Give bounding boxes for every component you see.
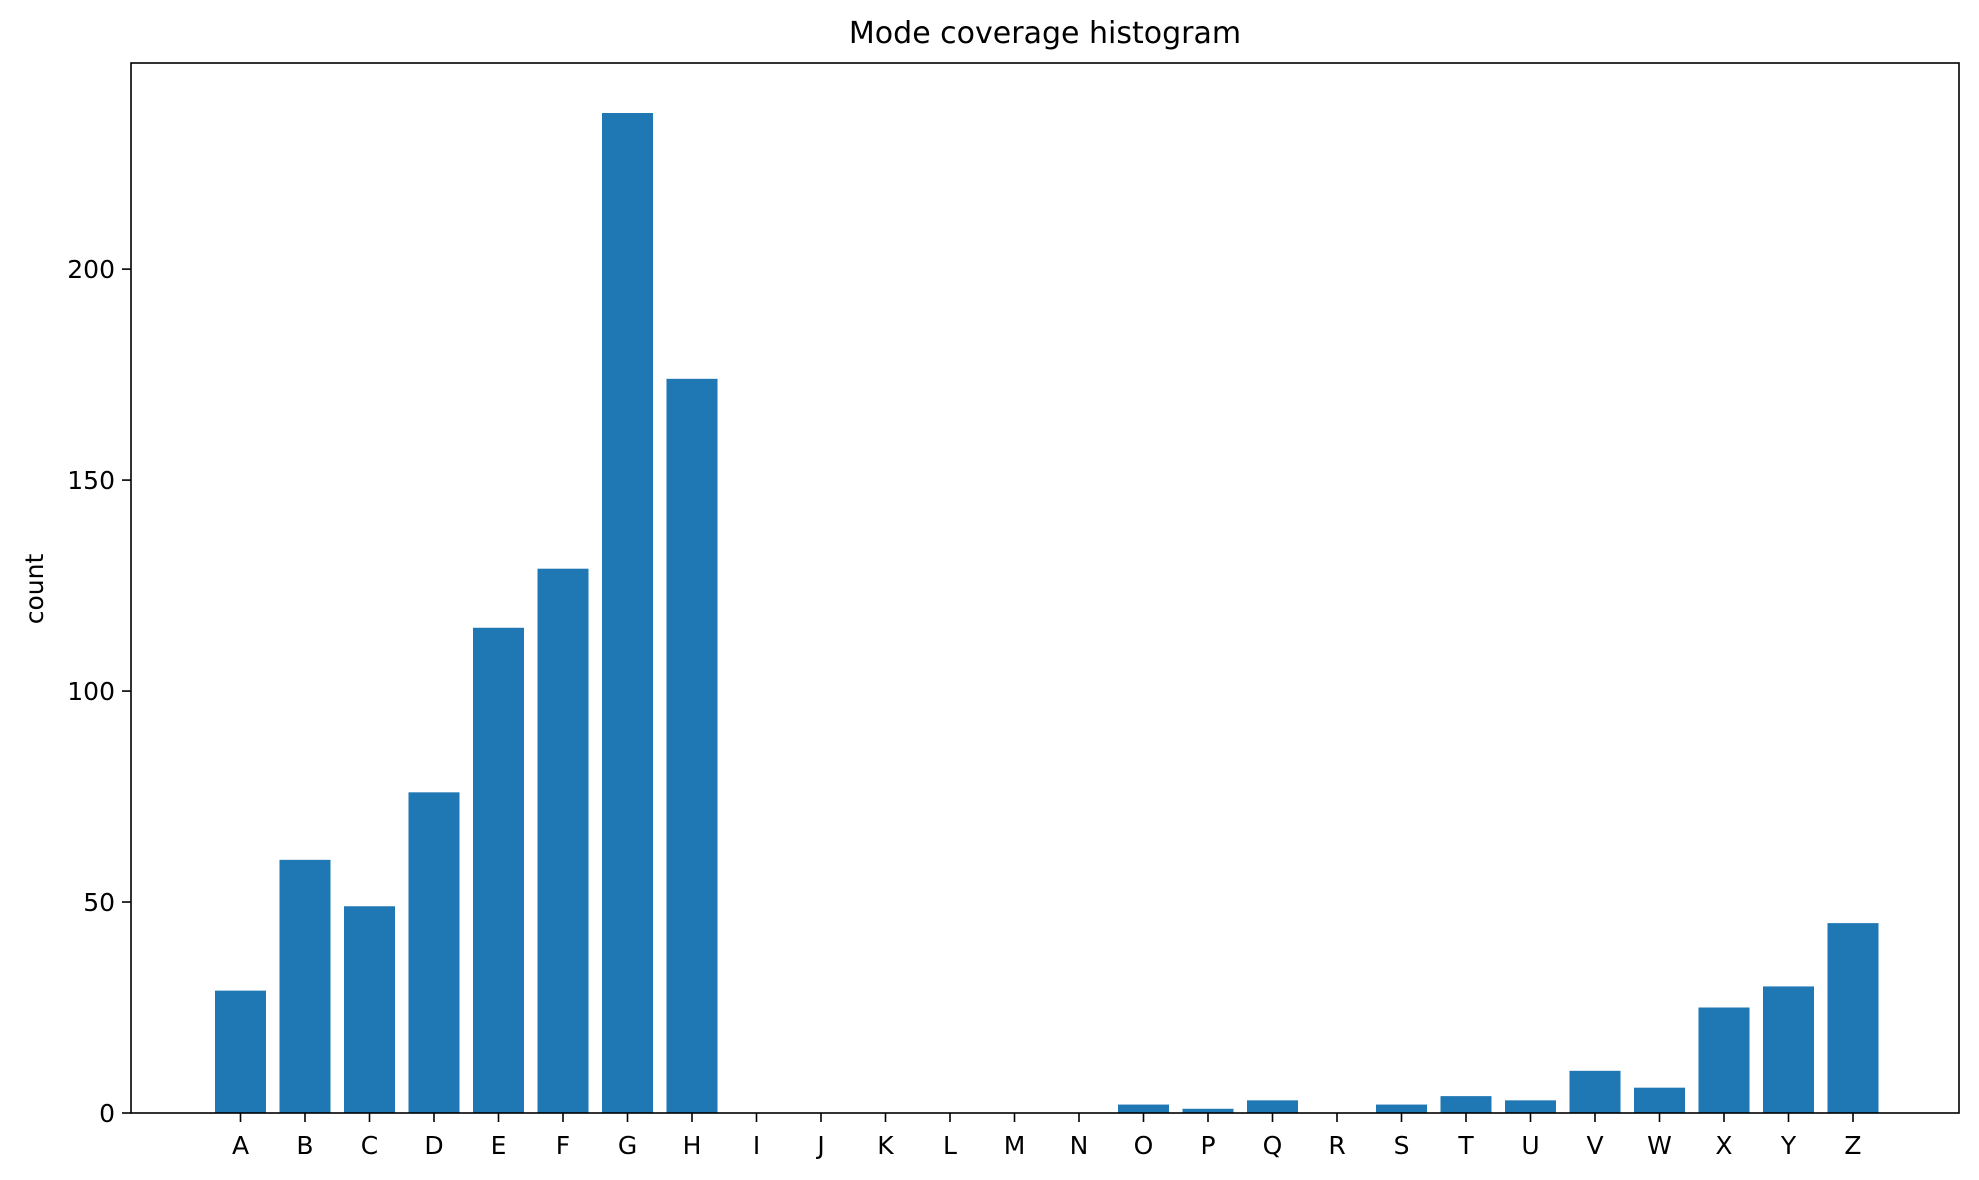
- bar-e: [473, 627, 524, 1113]
- bar-p: [1182, 1108, 1234, 1113]
- y-tick-label: 150: [67, 466, 115, 495]
- bar-z: [1827, 923, 1879, 1113]
- x-tick-label: J: [815, 1131, 824, 1160]
- bar-f: [537, 568, 589, 1113]
- bar-b: [279, 859, 331, 1113]
- bar-d: [408, 792, 460, 1113]
- bar-g: [602, 113, 653, 1113]
- x-tick-label: V: [1586, 1131, 1603, 1160]
- x-tick-label: Q: [1263, 1131, 1283, 1160]
- bar-t: [1440, 1096, 1492, 1113]
- x-tick-label: N: [1070, 1131, 1089, 1160]
- x-tick-label: P: [1200, 1131, 1215, 1160]
- y-tick-label: 200: [67, 255, 115, 284]
- y-tick-label: 0: [99, 1099, 115, 1128]
- x-tick-label: I: [753, 1131, 760, 1160]
- y-axis-label: count: [20, 554, 49, 625]
- bar-c: [344, 906, 395, 1113]
- x-tick-label: E: [491, 1131, 507, 1160]
- x-tick-label: B: [296, 1131, 313, 1160]
- x-tick-label: O: [1134, 1131, 1154, 1160]
- x-tick-label: U: [1521, 1131, 1539, 1160]
- x-ticks-group: A B C D E F G H I J K L M N O P Q R S T U V W X Y Z: [232, 1113, 1862, 1160]
- x-tick-label: D: [424, 1131, 443, 1160]
- y-ticks-group: 0 50 100 150 200: [67, 255, 131, 1128]
- bar-s: [1376, 1104, 1427, 1113]
- bar-h: [666, 378, 718, 1113]
- x-tick-label: K: [877, 1131, 894, 1160]
- x-tick-label: T: [1457, 1131, 1474, 1160]
- x-tick-label: F: [556, 1131, 570, 1160]
- y-tick-label: 100: [67, 677, 115, 706]
- x-tick-label: C: [361, 1131, 378, 1160]
- bar-y: [1763, 986, 1814, 1113]
- y-tick-label: 50: [83, 888, 115, 917]
- bar-w: [1634, 1087, 1685, 1113]
- bar-u: [1505, 1100, 1556, 1113]
- bar-x: [1698, 1007, 1750, 1113]
- x-tick-label: L: [943, 1131, 957, 1160]
- plot-frame: [130, 62, 1960, 1114]
- x-tick-label: Y: [1780, 1131, 1797, 1160]
- bar-o: [1118, 1104, 1169, 1113]
- x-tick-label: Z: [1844, 1131, 1861, 1160]
- bar-q: [1247, 1100, 1298, 1113]
- x-tick-label: M: [1004, 1131, 1026, 1160]
- bars-group: [215, 113, 1879, 1113]
- x-tick-label: X: [1715, 1131, 1732, 1160]
- x-tick-label: H: [683, 1131, 702, 1160]
- x-tick-label: G: [618, 1131, 637, 1160]
- chart-title: Mode coverage histogram: [849, 16, 1241, 51]
- x-tick-label: A: [232, 1131, 249, 1160]
- x-tick-label: R: [1328, 1131, 1345, 1160]
- x-tick-label: W: [1647, 1131, 1672, 1160]
- bar-v: [1569, 1070, 1621, 1113]
- x-tick-label: S: [1394, 1131, 1410, 1160]
- bar-a: [215, 990, 266, 1113]
